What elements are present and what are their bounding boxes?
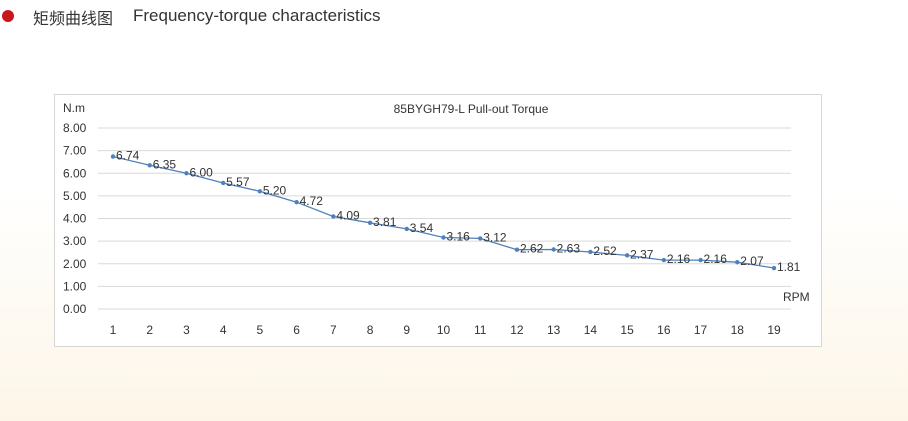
data-label: 2.16 [704,252,728,266]
data-label: 5.20 [263,183,287,197]
x-tick-label: 12 [510,323,524,337]
data-point [441,235,446,240]
data-point [588,249,593,255]
y-tick-label: 6.00 [63,166,87,180]
x-tick-label: 18 [731,323,745,337]
data-point [294,200,299,205]
data-label: 4.09 [336,208,360,222]
x-tick-label: 2 [146,323,153,337]
data-point [624,253,630,258]
data-label: 2.37 [630,247,654,261]
data-point [331,214,336,219]
data-label: 6.00 [189,165,213,179]
x-tick-label: 16 [657,323,671,337]
x-tick-label: 1 [110,323,117,337]
x-tick-label: 14 [584,323,598,337]
data-label: 3.12 [483,230,507,244]
y-axis-ticks: 0.00 1.00 2.00 3.00 4.00 5.00 6.00 7.00 8.00 [63,121,87,316]
x-tick-label: 13 [547,323,561,337]
data-label: 1.81 [777,260,801,274]
data-label: 2.62 [520,242,544,256]
x-tick-label: 19 [767,323,781,337]
data-point [367,220,373,225]
data-point [220,180,226,186]
data-point [771,265,777,271]
section-title-cn: 矩频曲线图 [33,9,114,28]
data-label: 2.63 [557,241,581,255]
data-label: 3.16 [447,230,471,244]
data-label: 4.72 [300,194,324,208]
data-point [147,163,152,168]
data-point [551,247,556,252]
grid-lines [98,127,791,310]
y-tick-label: 2.00 [63,257,87,271]
data-label: 2.16 [667,252,691,266]
x-tick-label: 5 [257,323,264,337]
y-axis-label: N.m [63,101,85,115]
chart-title: 85BYGH79-L Pull-out Torque [394,102,549,116]
x-tick-label: 6 [293,323,300,337]
y-tick-label: 5.00 [63,189,87,203]
x-tick-label: 3 [183,323,190,337]
data-point [110,154,116,159]
data-point [257,189,263,194]
data-label: 6.35 [153,157,177,171]
x-tick-label: 7 [330,323,337,337]
data-points [110,154,777,271]
section-bullet-icon [2,10,14,22]
data-label: 3.54 [410,221,434,235]
data-label: 2.52 [593,244,617,258]
data-point [184,171,189,176]
y-tick-label: 7.00 [63,144,87,158]
data-point [735,259,740,265]
data-point [661,257,667,263]
y-tick-label: 0.00 [63,302,87,316]
data-point [698,257,703,263]
data-point [514,247,520,252]
x-tick-label: 17 [694,323,708,337]
x-axis-ticks: 1 2 3 4 5 6 7 8 9 10 11 12 13 14 15 16 17 18 19 [110,323,781,337]
x-tick-label: 4 [220,323,227,337]
y-tick-label: 3.00 [63,234,87,248]
data-label: 5.57 [226,175,250,189]
data-label: 6.74 [116,149,140,163]
y-tick-label: 1.00 [63,279,87,293]
y-tick-label: 4.00 [63,212,87,226]
x-axis-label: RPM [783,290,810,304]
x-tick-label: 10 [437,323,451,337]
data-point [404,226,409,232]
x-tick-label: 15 [620,323,634,337]
data-label: 3.81 [373,215,397,229]
x-tick-label: 9 [403,323,410,337]
data-point [478,236,483,241]
data-labels: 6.74 6.35 6.00 5.57 5.20 4.72 4.09 3.81 3.54 3.16… [116,149,801,275]
data-label: 2.07 [740,254,764,268]
x-tick-label: 8 [367,323,374,337]
y-tick-label: 8.00 [63,121,87,135]
section-title-en: Frequency-torque characteristics [133,6,381,25]
x-tick-label: 11 [474,323,487,337]
